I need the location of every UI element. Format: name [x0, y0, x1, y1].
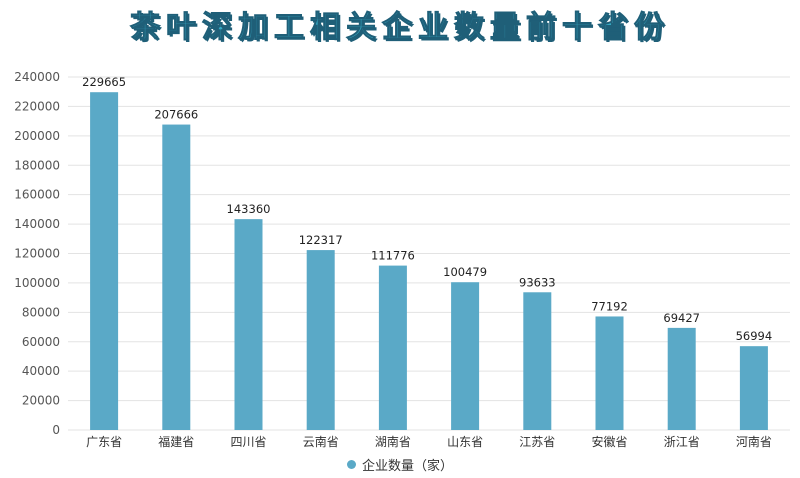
- chart-title: 茶叶深加工相关企业数量前十省份: [130, 10, 670, 46]
- y-tick-label: 20000: [22, 394, 60, 408]
- y-tick-label: 240000: [14, 70, 60, 84]
- x-axis-categories: 广东省 福建省 四川省 云南省 湖南省 山东省 江苏省 安徽省 浙江省 河南省: [86, 434, 772, 449]
- y-tick-label: 60000: [22, 335, 60, 349]
- bar: [451, 282, 480, 430]
- bar: [234, 219, 263, 430]
- legend-label: 企业数量（家）: [361, 459, 453, 474]
- x-category-label: 湖南省: [375, 434, 411, 449]
- data-label: 100479: [443, 265, 487, 279]
- bars: [90, 92, 768, 431]
- y-tick-label: 100000: [14, 276, 60, 290]
- data-label: 77192: [591, 299, 628, 313]
- data-label: 56994: [736, 329, 773, 343]
- x-category-label: 安徽省: [591, 434, 627, 449]
- data-label: 207666: [154, 108, 198, 122]
- y-tick-label: 80000: [22, 305, 60, 319]
- bar: [306, 250, 335, 430]
- x-category-label: 河南省: [736, 434, 772, 449]
- y-tick-label: 0: [52, 423, 60, 437]
- bar: [378, 265, 407, 430]
- data-label: 229665: [82, 75, 126, 89]
- x-category-label: 四川省: [230, 435, 266, 449]
- data-label: 69427: [663, 311, 700, 325]
- bar: [162, 124, 191, 430]
- bar: [667, 327, 696, 430]
- y-tick-label: 160000: [14, 188, 60, 202]
- y-tick-label: 140000: [14, 217, 60, 231]
- data-label: 93633: [519, 275, 556, 289]
- data-label: 143360: [227, 202, 271, 216]
- x-category-label: 广东省: [86, 435, 122, 449]
- y-tick-label: 120000: [14, 247, 60, 261]
- x-category-label: 江苏省: [519, 435, 555, 449]
- bar: [595, 316, 624, 430]
- y-axis-ticks: 0 20000 40000 60000 80000 100000 120000 140000 1…: [14, 70, 60, 437]
- bar: [90, 92, 119, 431]
- data-labels: 229665 207666 143360 122317 111776 100479 9363…: [82, 75, 772, 343]
- y-tick-label: 220000: [14, 99, 60, 113]
- legend: 企业数量（家）: [0, 455, 800, 474]
- data-label: 111776: [371, 249, 415, 263]
- y-tick-label: 40000: [22, 364, 60, 378]
- y-tick-label: 180000: [14, 158, 60, 172]
- bar: [523, 292, 552, 430]
- x-category-label: 山东省: [447, 435, 483, 449]
- legend-marker: [346, 460, 356, 469]
- x-category-label: 云南省: [303, 434, 339, 449]
- bar: [739, 346, 768, 430]
- x-category-label: 浙江省: [664, 435, 700, 449]
- data-label: 122317: [299, 233, 343, 247]
- y-tick-label: 200000: [14, 129, 60, 143]
- x-category-label: 福建省: [158, 434, 194, 449]
